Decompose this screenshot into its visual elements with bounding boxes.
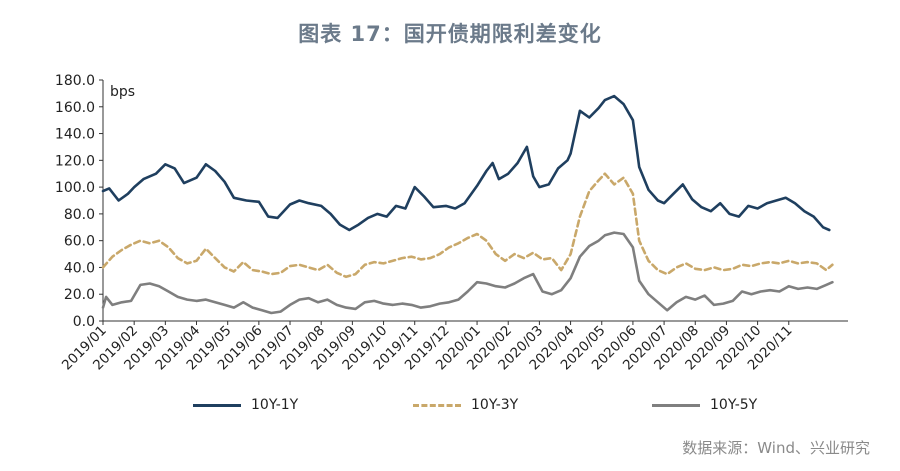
y-tick-label: 160.0 bbox=[55, 100, 95, 116]
y-tick-label: 0.0 bbox=[73, 314, 95, 330]
legend-item-10y-1y: 10Y-1Y bbox=[193, 397, 298, 413]
legend-item-10y-5y: 10Y-5Y bbox=[652, 397, 757, 413]
y-tick-labels: 0.0 20.0 40.0 60.0 80.0 100.0 120.0 140.0 160.0 1… bbox=[55, 73, 103, 330]
y-tick-label: 140.0 bbox=[55, 127, 95, 143]
y-tick-label: 180.0 bbox=[55, 73, 95, 89]
series-lines bbox=[101, 94, 834, 315]
source-note: 数据来源：Wind、兴业研究 bbox=[682, 439, 870, 457]
x-tick-labels: 2019/012019/022019/032019/042019/052019/… bbox=[59, 321, 796, 373]
y-tick-label: 40.0 bbox=[64, 260, 95, 276]
series-line-10y-3y bbox=[101, 172, 834, 279]
y-tick-label: 120.0 bbox=[55, 153, 95, 169]
axes bbox=[102, 80, 848, 322]
line-chart: 0.0 20.0 40.0 60.0 80.0 100.0 120.0 140.0 160.0 1… bbox=[55, 73, 848, 373]
chart-title: 图表 17：国开债期限利差变化 bbox=[298, 22, 602, 46]
legend-item-10y-3y: 10Y-3Y bbox=[413, 397, 518, 413]
legend: 10Y-1Y 10Y-3Y 10Y-5Y bbox=[0, 397, 900, 421]
y-tick-label: 100.0 bbox=[55, 180, 95, 196]
legend-swatch-10y-5y bbox=[652, 403, 700, 407]
legend-label-10y-1y: 10Y-1Y bbox=[251, 397, 299, 413]
y-tick-label: 80.0 bbox=[64, 207, 95, 223]
series-line-10y-5y bbox=[101, 231, 834, 315]
legend-label-10y-5y: 10Y-5Y bbox=[710, 397, 758, 413]
legend-swatch-10y-3y bbox=[413, 403, 461, 407]
y-tick-label: 20.0 bbox=[64, 287, 95, 303]
unit-label: bps bbox=[110, 84, 136, 100]
legend-swatch-10y-1y bbox=[193, 403, 241, 407]
y-tick-label: 60.0 bbox=[64, 234, 95, 250]
series-line-10y-1y bbox=[101, 94, 831, 232]
legend-label-10y-3y: 10Y-3Y bbox=[471, 397, 519, 413]
